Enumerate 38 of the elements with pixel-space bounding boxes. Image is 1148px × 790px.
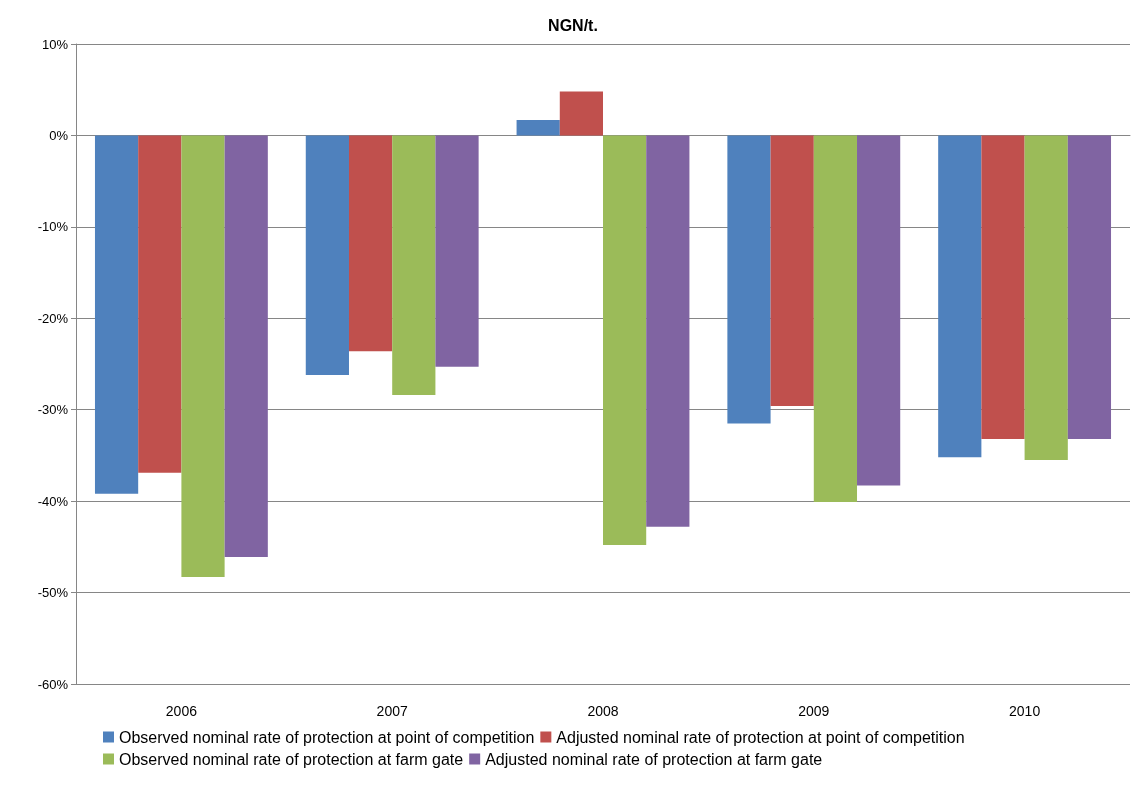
- legend-label: Observed nominal rate of protection at farm gate: [119, 750, 464, 768]
- legend-label: Adjusted nominal rate of protection at farm gate: [485, 750, 823, 768]
- bar: [94, 135, 139, 494]
- x-tick-label: 2006: [165, 703, 198, 719]
- bar: [224, 135, 268, 557]
- bar: [727, 135, 771, 424]
- x-tick-label: 2007: [376, 703, 408, 719]
- y-tick-label: 0%: [49, 127, 69, 143]
- bar: [770, 135, 814, 407]
- bar: [603, 135, 647, 546]
- bar: [1067, 135, 1112, 439]
- y-tick-label: -60%: [37, 676, 69, 692]
- bar: [305, 135, 349, 375]
- bar: [938, 135, 982, 458]
- bar: [1024, 135, 1068, 460]
- x-tick-label: 2010: [1009, 703, 1041, 719]
- bar: [348, 135, 393, 352]
- chart-title: NGN/t.: [548, 16, 598, 34]
- y-tick-label: -40%: [37, 493, 69, 509]
- bar: [857, 135, 901, 486]
- bar: [435, 135, 479, 367]
- y-tick-label: -30%: [37, 402, 69, 418]
- y-tick-label: -10%: [37, 219, 69, 235]
- y-tick-label: 10%: [41, 36, 69, 52]
- y-tick-label: -50%: [37, 585, 69, 601]
- x-tick-label: 2009: [798, 703, 830, 719]
- y-tick-label: -20%: [37, 310, 69, 326]
- legend-label: Adjusted nominal rate of protection at point of competition: [556, 728, 965, 746]
- bar: [138, 135, 182, 473]
- bar: [516, 119, 560, 136]
- legend-label: Observed nominal rate of protection at point of competition: [119, 728, 535, 746]
- bar: [813, 135, 858, 503]
- bar: [981, 135, 1025, 439]
- bar: [181, 135, 225, 578]
- bar: [392, 135, 436, 396]
- bar: [559, 91, 603, 136]
- x-tick-label: 2008: [587, 703, 619, 719]
- bar: [646, 135, 690, 527]
